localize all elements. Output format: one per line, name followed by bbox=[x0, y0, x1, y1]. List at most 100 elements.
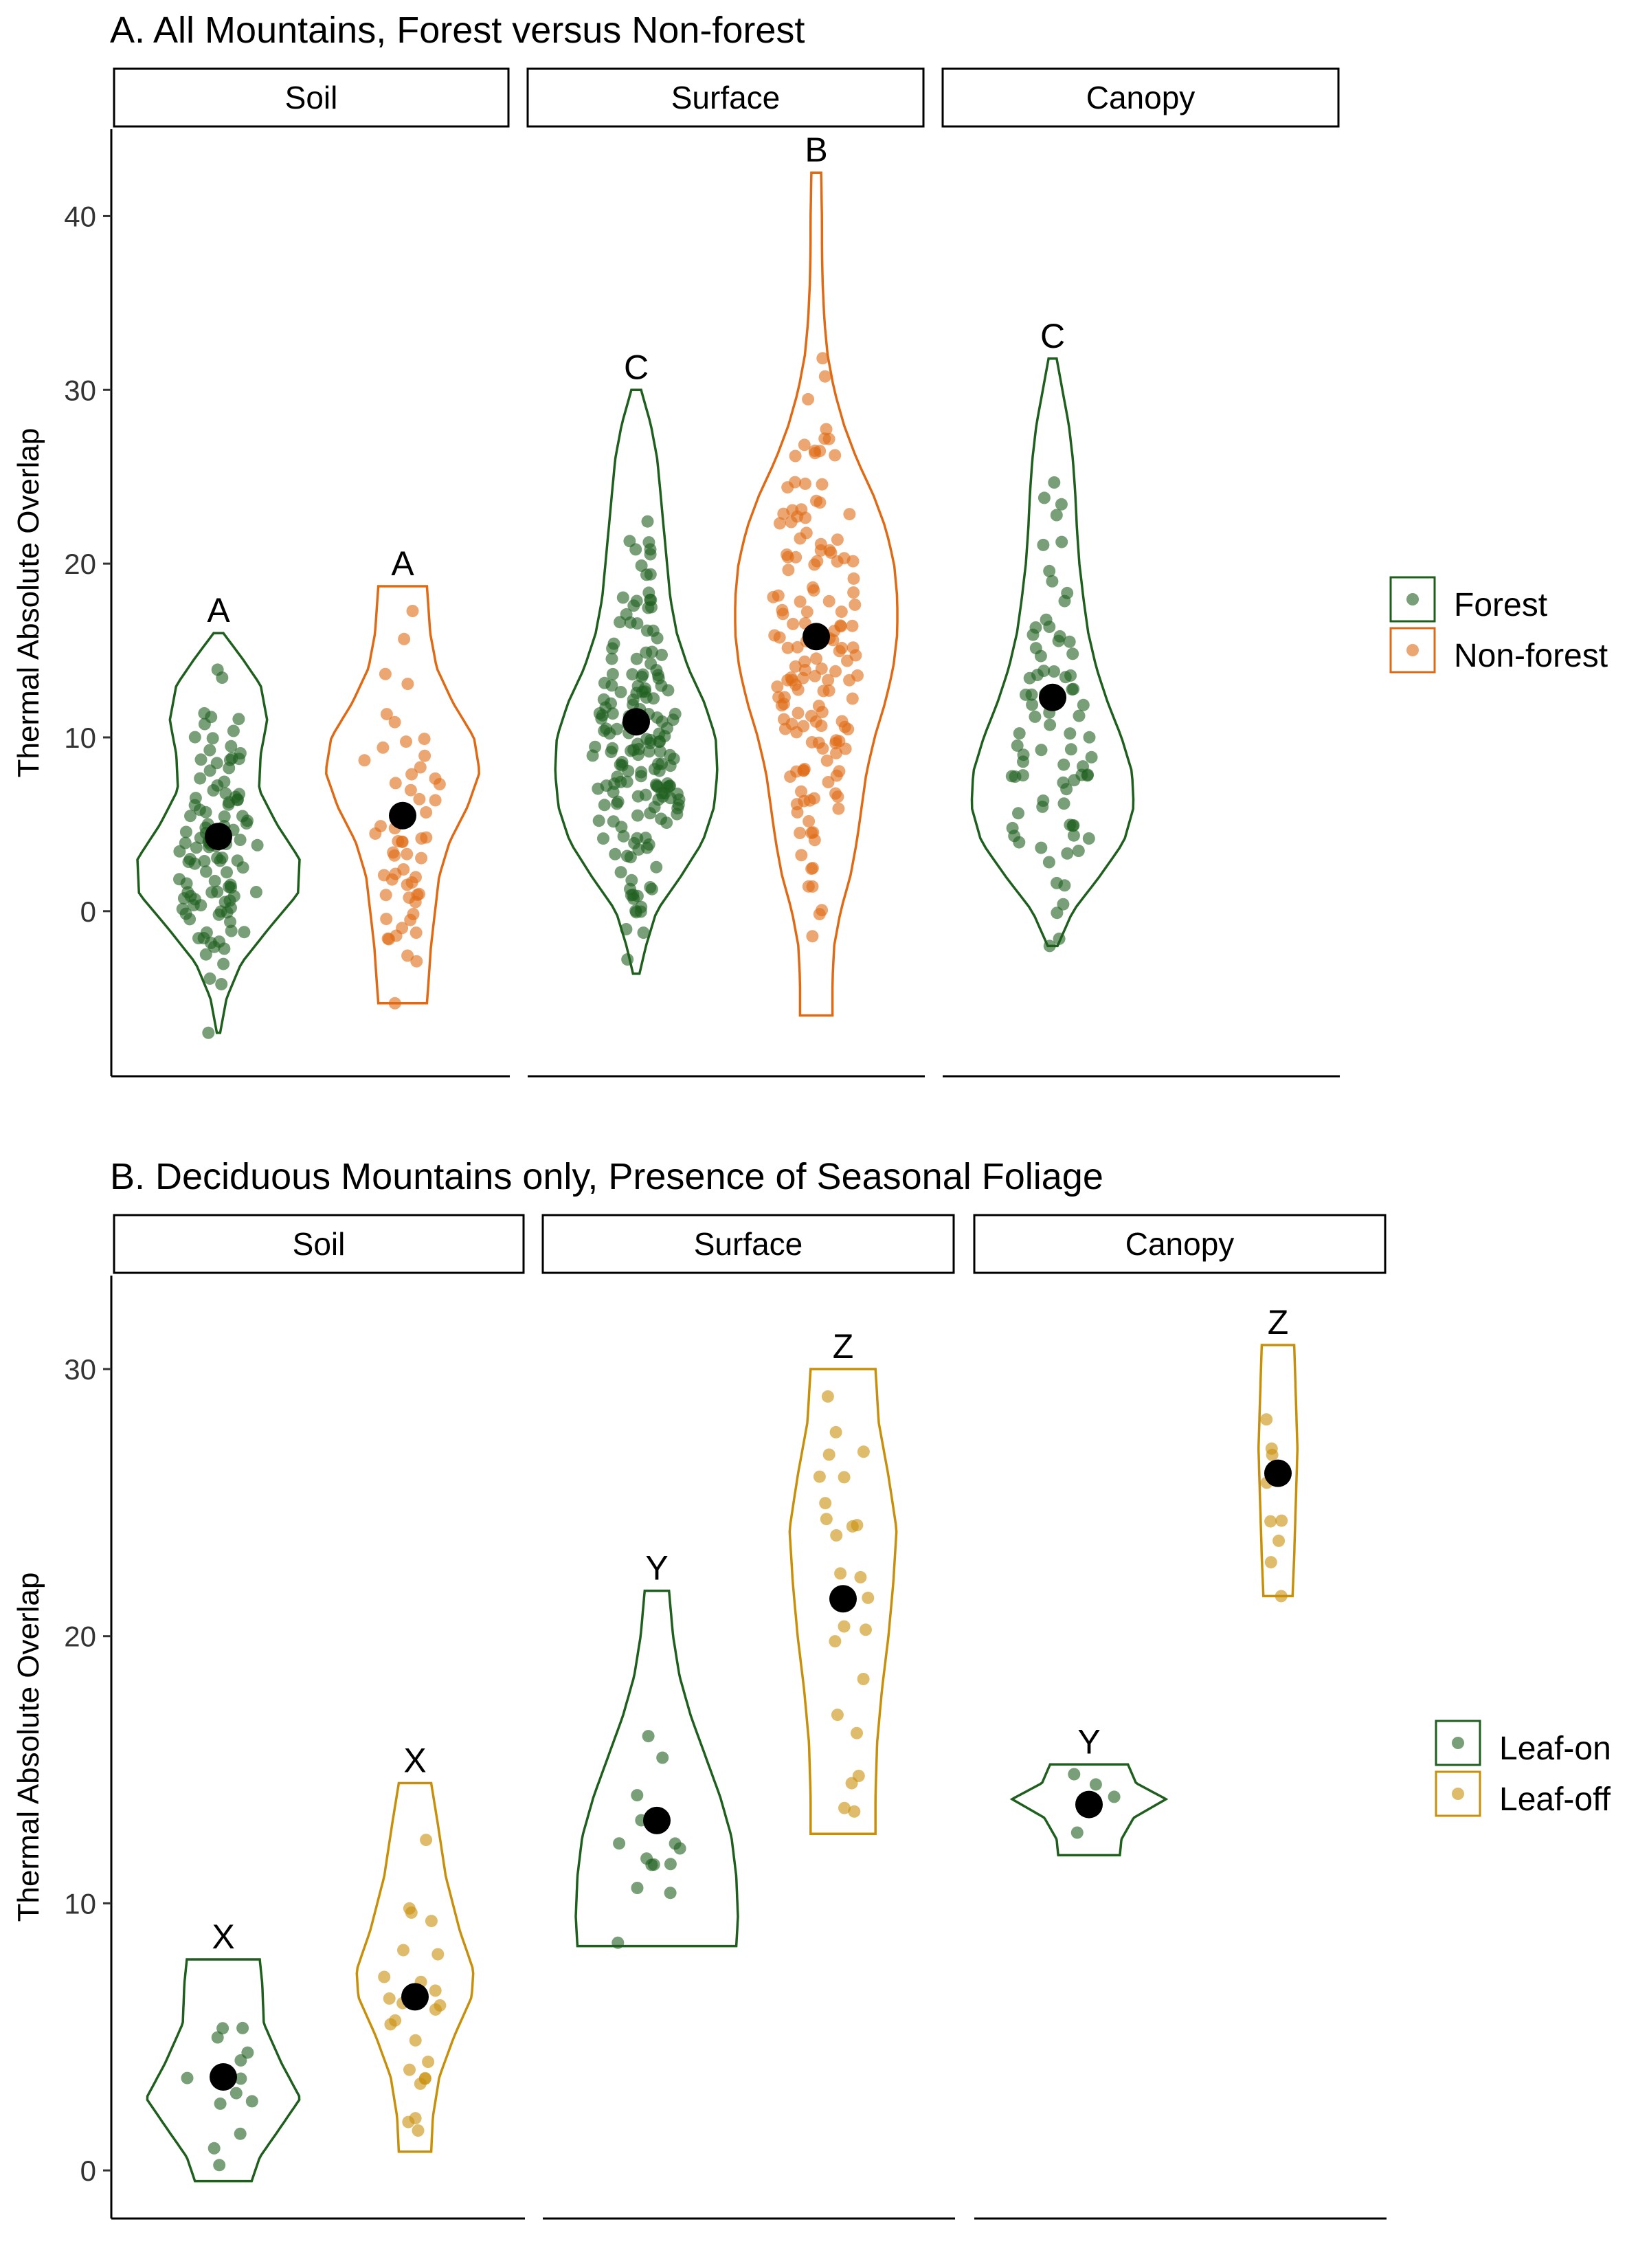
data-point bbox=[664, 748, 676, 761]
data-point bbox=[822, 1448, 835, 1461]
data-point bbox=[644, 733, 657, 746]
data-point bbox=[815, 662, 828, 675]
violin-group-surface-leaf-on: Y bbox=[574, 1549, 739, 1949]
data-point bbox=[656, 1751, 669, 1764]
data-point bbox=[238, 926, 251, 939]
data-point bbox=[1043, 940, 1056, 953]
data-point bbox=[418, 2072, 431, 2085]
data-point bbox=[808, 834, 821, 847]
data-point bbox=[229, 2087, 243, 2100]
data-point bbox=[1029, 642, 1042, 655]
data-point bbox=[1072, 845, 1085, 857]
legend-item-nonforest: Non-forest bbox=[1389, 627, 1608, 674]
data-point bbox=[831, 533, 844, 546]
data-point bbox=[398, 632, 411, 645]
data-point bbox=[789, 660, 802, 673]
data-point bbox=[614, 866, 627, 879]
data-point bbox=[835, 605, 848, 619]
data-point bbox=[796, 671, 809, 685]
data-point bbox=[819, 1497, 832, 1510]
data-point bbox=[1085, 751, 1098, 764]
legend-item-leaf-on: Leaf-on bbox=[1435, 1720, 1611, 1767]
panel-a-y-tick-label: 0 bbox=[80, 896, 96, 928]
strip-label-canopy: Canopy bbox=[1086, 80, 1196, 115]
data-point bbox=[1029, 621, 1042, 634]
data-point bbox=[635, 559, 648, 572]
data-point bbox=[1077, 698, 1090, 711]
mean-marker bbox=[401, 1983, 429, 2011]
data-point bbox=[791, 641, 804, 654]
data-point bbox=[616, 591, 629, 604]
data-point bbox=[644, 568, 657, 581]
data-point bbox=[626, 668, 639, 681]
legend-dot-forest bbox=[1406, 593, 1419, 605]
strip-label-soil: Soil bbox=[285, 80, 338, 115]
data-point bbox=[422, 2056, 435, 2068]
data-point bbox=[218, 810, 231, 823]
data-point bbox=[808, 792, 820, 805]
data-point bbox=[1064, 727, 1077, 740]
data-point bbox=[415, 832, 428, 845]
data-point bbox=[829, 449, 842, 462]
data-point bbox=[636, 670, 649, 683]
data-point bbox=[630, 594, 643, 608]
panel-b-title: B. Deciduous Mountains only, Presence of… bbox=[110, 1156, 1103, 1197]
data-point bbox=[810, 652, 822, 665]
data-point bbox=[390, 929, 403, 942]
data-point bbox=[830, 746, 842, 759]
data-point bbox=[813, 1470, 826, 1483]
violin-group-soil-non-forest: A bbox=[325, 544, 480, 1010]
data-point bbox=[358, 754, 371, 767]
violin-outline bbox=[574, 1589, 739, 1948]
data-point bbox=[634, 905, 647, 918]
data-point bbox=[660, 816, 673, 830]
data-point bbox=[647, 692, 660, 705]
data-point bbox=[377, 869, 390, 882]
data-point bbox=[631, 809, 644, 822]
data-point bbox=[838, 1801, 851, 1814]
strip-label-canopy: Canopy bbox=[1125, 1226, 1235, 1262]
data-point bbox=[1009, 770, 1022, 783]
data-point bbox=[1051, 907, 1064, 920]
data-point bbox=[414, 761, 427, 774]
data-point bbox=[188, 731, 201, 744]
data-point bbox=[397, 1944, 410, 1957]
data-point bbox=[1275, 1514, 1288, 1527]
panel-a-y-tick-label: 40 bbox=[64, 200, 96, 232]
data-point bbox=[845, 1777, 858, 1790]
panel-b-strip-surface: Surface bbox=[541, 1214, 955, 1274]
significance-letter: Y bbox=[1077, 1722, 1100, 1761]
data-point bbox=[834, 1567, 847, 1580]
data-point bbox=[1055, 535, 1068, 548]
panel-a: A. All Mountains, Forest versus Non-fore… bbox=[12, 10, 1608, 1078]
violin-outline bbox=[355, 1781, 475, 2153]
panel-b-strip-canopy: Canopy bbox=[973, 1214, 1387, 1274]
data-point bbox=[612, 1936, 625, 1949]
data-point bbox=[605, 746, 618, 759]
data-point bbox=[798, 762, 811, 775]
data-point bbox=[843, 508, 856, 521]
data-point bbox=[402, 2115, 415, 2128]
data-point bbox=[425, 1915, 438, 1928]
data-point bbox=[184, 810, 197, 823]
data-point bbox=[200, 865, 212, 878]
data-point bbox=[651, 669, 664, 682]
data-point bbox=[673, 1842, 686, 1855]
data-point bbox=[392, 835, 405, 847]
data-point bbox=[794, 595, 807, 608]
data-point bbox=[644, 881, 657, 893]
data-point bbox=[829, 665, 842, 678]
data-point bbox=[1265, 1442, 1278, 1455]
mean-marker bbox=[1075, 1790, 1103, 1819]
data-point bbox=[1108, 1790, 1121, 1803]
data-point bbox=[592, 814, 605, 827]
data-point bbox=[217, 957, 230, 970]
data-point bbox=[379, 889, 392, 902]
data-point bbox=[1058, 879, 1071, 892]
data-point bbox=[429, 2003, 442, 2016]
data-point bbox=[789, 551, 803, 564]
data-point bbox=[183, 853, 197, 865]
data-point bbox=[794, 532, 807, 545]
data-point bbox=[415, 852, 428, 865]
